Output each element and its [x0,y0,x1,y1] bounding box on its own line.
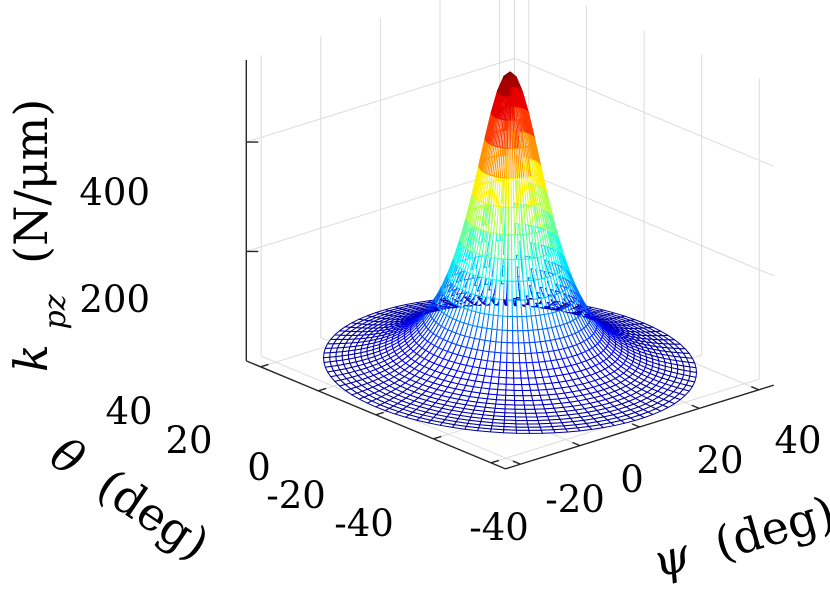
z-tick-labels: 400 200 [79,171,150,321]
x-tick-mark [573,442,580,445]
y-tick-mark [491,460,499,462]
y-tick-mark [261,364,269,366]
surface-mesh-cell [507,353,514,363]
x-tick-label-minus20: -20 [545,478,605,521]
x-tick-label-0: 0 [620,458,644,501]
surface-mesh-cell [541,430,555,434]
surface-mesh-cell [690,372,697,378]
surface-mesh-cell [506,384,514,390]
surface-mesh-cell [507,343,513,354]
surface-mesh-cell [492,370,500,378]
surface-mesh-cell [514,378,522,385]
surface-mesh-cell [506,371,513,378]
x-tick-label-40: 40 [774,419,821,462]
surface-mesh-cell [515,401,525,406]
x-tick-mark [751,387,758,390]
x-axis-label-symbol: ψ [646,526,696,588]
y-tick-label-40: 40 [105,390,152,433]
surface-mesh-cell [500,362,507,371]
x-tick-mark [513,461,520,464]
surface-mesh-cell [516,430,529,433]
surface-mesh-cell [684,370,691,376]
z-axis-label-subscript: pz [38,294,73,329]
y-axis-label-symbol: θ [41,426,94,486]
surface-mesh-cell [493,361,501,370]
surface-mesh-cell [507,316,512,330]
surface-mesh-cell [515,405,525,409]
surface-mesh-cell [513,363,520,371]
y-tick-label-minus40: -40 [334,502,394,545]
x-axis-label-units: (deg) [708,485,830,571]
surface-mesh-cell [494,352,501,362]
y-tick-mark [318,388,326,390]
surface-mesh-cell [508,300,513,317]
surface-mesh-cell [507,330,513,342]
z-tick-label-200: 200 [79,278,150,321]
surface-mesh-cell [501,342,507,353]
surface-mesh-cell [502,330,508,343]
surface-mesh [324,72,697,433]
surface-mesh-cell [514,371,522,378]
z-axis-label-main: k [4,344,58,372]
x-tick-mark [692,405,699,408]
surface-mesh-cell [514,385,522,391]
x-tick-label-minus40: -40 [469,506,529,549]
y-axis-label-units: (deg) [88,458,219,571]
y-tick-label-minus20: -20 [266,474,326,517]
surface-mesh-cell [491,377,499,384]
surface-mesh-cell [523,396,533,401]
x-axis-label: ψ (deg) [646,485,830,588]
surface-mesh-cell [499,370,507,378]
z-tick-label-400: 400 [79,171,150,214]
surface-mesh-cell [677,369,684,375]
surface-mesh-cell [671,368,678,374]
surface-mesh-cell [529,430,543,433]
surface-mesh-cell [502,316,507,330]
surface-mesh-cell [514,396,523,401]
surface-mesh-cell [506,378,514,385]
surface-mesh-cell [504,430,517,434]
y-tick-mark [376,412,384,414]
surface-mesh-cell [506,390,515,396]
x-tick-mark [632,424,639,427]
z-axis-label-units: (N/μm) [4,99,58,264]
y-tick-mark [434,436,442,438]
x-tick-label-20: 20 [696,439,743,482]
y-tick-label-20: 20 [165,419,212,462]
surface-mesh-cell [524,401,534,406]
surface-mesh-cell [507,362,514,370]
surface-mesh-cell [514,390,523,395]
z-axis-label: k pz (N/μm) [4,99,73,372]
surface-mesh-cell [498,377,506,384]
surface-mesh-cell [498,384,506,390]
surface-mesh-cell [500,353,507,363]
surface-mesh-cell [525,409,536,413]
surface-mesh-cell [524,405,535,409]
